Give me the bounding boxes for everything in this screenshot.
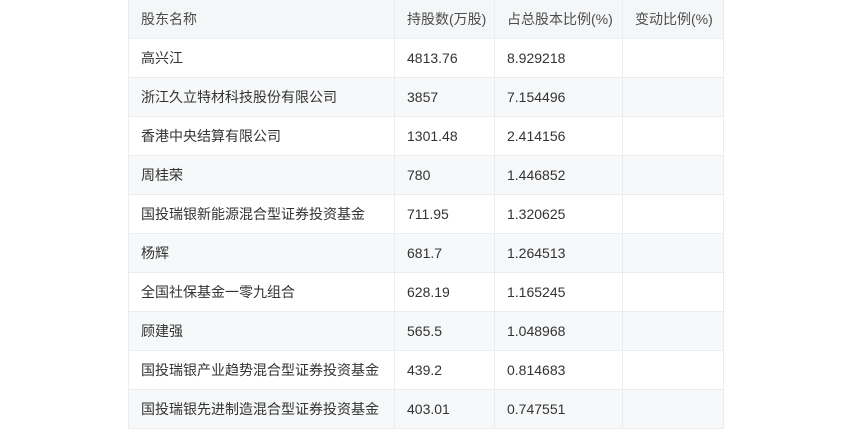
table-row: 顾建强 565.5 1.048968 <box>128 311 724 351</box>
table-row: 浙江久立特材科技股份有限公司 3857 7.154496 <box>128 77 724 117</box>
pct-of-total-cell: 1.165245 <box>494 272 623 312</box>
header-row: 股东名称 持股数(万股) 占总股本比例(%) 变动比例(%) <box>128 0 724 39</box>
change-pct-cell <box>622 155 724 195</box>
pct-of-total-cell: 1.320625 <box>494 194 623 234</box>
shares-held-cell: 628.19 <box>394 272 495 312</box>
table-row: 国投瑞银新能源混合型证券投资基金 711.95 1.320625 <box>128 194 724 234</box>
shares-held-cell: 780 <box>394 155 495 195</box>
pct-of-total-cell: 1.446852 <box>494 155 623 195</box>
shareholders-table: 股东名称 持股数(万股) 占总股本比例(%) 变动比例(%) 高兴江 4813.… <box>128 0 724 429</box>
shares-held-cell: 711.95 <box>394 194 495 234</box>
table-row: 杨辉 681.7 1.264513 <box>128 233 724 273</box>
shareholder-name-cell: 高兴江 <box>128 38 395 78</box>
pct-of-total-cell: 0.747551 <box>494 389 623 429</box>
change-pct-cell <box>622 77 724 117</box>
shares-held-cell: 403.01 <box>394 389 495 429</box>
pct-of-total-cell: 1.264513 <box>494 233 623 273</box>
change-pct-cell <box>622 272 724 312</box>
change-pct-cell <box>622 38 724 78</box>
change-pct-cell <box>622 194 724 234</box>
table-body: 高兴江 4813.76 8.929218 浙江久立特材科技股份有限公司 3857… <box>128 38 724 429</box>
table-row: 香港中央结算有限公司 1301.48 2.414156 <box>128 116 724 156</box>
shareholder-name-cell: 香港中央结算有限公司 <box>128 116 395 156</box>
column-header-shares-held: 持股数(万股) <box>394 0 495 39</box>
change-pct-cell <box>622 233 724 273</box>
table-row: 国投瑞银先进制造混合型证券投资基金 403.01 0.747551 <box>128 389 724 429</box>
shareholder-name-cell: 周桂荣 <box>128 155 395 195</box>
shareholder-name-cell: 国投瑞银新能源混合型证券投资基金 <box>128 194 395 234</box>
pct-of-total-cell: 2.414156 <box>494 116 623 156</box>
column-header-pct-of-total: 占总股本比例(%) <box>494 0 623 39</box>
table-row: 高兴江 4813.76 8.929218 <box>128 38 724 78</box>
change-pct-cell <box>622 116 724 156</box>
shares-held-cell: 439.2 <box>394 350 495 390</box>
column-header-change-pct: 变动比例(%) <box>622 0 724 39</box>
column-header-shareholder-name: 股东名称 <box>128 0 395 39</box>
table-row: 全国社保基金一零九组合 628.19 1.165245 <box>128 272 724 312</box>
shares-held-cell: 1301.48 <box>394 116 495 156</box>
shareholder-name-cell: 浙江久立特材科技股份有限公司 <box>128 77 395 117</box>
shareholder-name-cell: 国投瑞银先进制造混合型证券投资基金 <box>128 389 395 429</box>
shares-held-cell: 3857 <box>394 77 495 117</box>
shares-held-cell: 565.5 <box>394 311 495 351</box>
table-header: 股东名称 持股数(万股) 占总股本比例(%) 变动比例(%) <box>128 0 724 39</box>
shares-held-cell: 4813.76 <box>394 38 495 78</box>
shareholder-name-cell: 国投瑞银产业趋势混合型证券投资基金 <box>128 350 395 390</box>
shareholder-name-cell: 顾建强 <box>128 311 395 351</box>
pct-of-total-cell: 7.154496 <box>494 77 623 117</box>
shares-held-cell: 681.7 <box>394 233 495 273</box>
table-row: 国投瑞银产业趋势混合型证券投资基金 439.2 0.814683 <box>128 350 724 390</box>
pct-of-total-cell: 0.814683 <box>494 350 623 390</box>
shareholder-name-cell: 杨辉 <box>128 233 395 273</box>
pct-of-total-cell: 1.048968 <box>494 311 623 351</box>
pct-of-total-cell: 8.929218 <box>494 38 623 78</box>
change-pct-cell <box>622 350 724 390</box>
shareholder-name-cell: 全国社保基金一零九组合 <box>128 272 395 312</box>
table-row: 周桂荣 780 1.446852 <box>128 155 724 195</box>
change-pct-cell <box>622 311 724 351</box>
change-pct-cell <box>622 389 724 429</box>
shareholders-table-container: 股东名称 持股数(万股) 占总股本比例(%) 变动比例(%) 高兴江 4813.… <box>128 0 724 429</box>
